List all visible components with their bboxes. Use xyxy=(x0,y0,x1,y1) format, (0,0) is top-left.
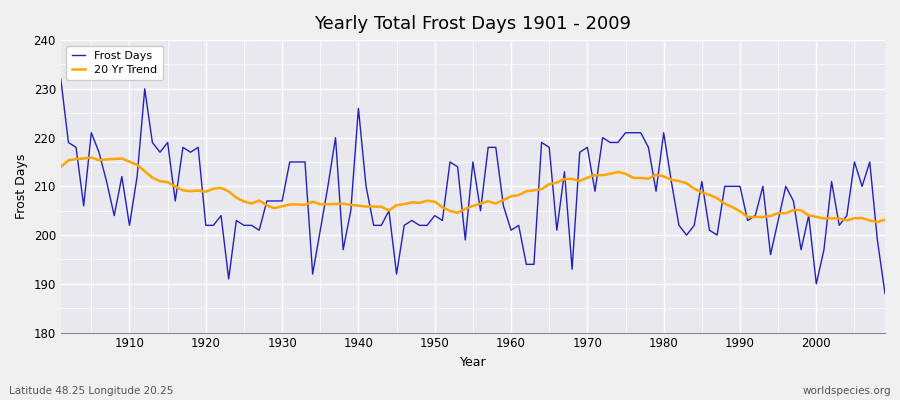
20 Yr Trend xyxy=(879,217,890,222)
20 Yr Trend xyxy=(605,172,616,176)
Frost Days xyxy=(506,228,517,233)
20 Yr Trend xyxy=(872,220,883,224)
Frost Days xyxy=(116,174,127,179)
20 Yr Trend xyxy=(513,193,524,198)
20 Yr Trend xyxy=(506,194,517,199)
Frost Days xyxy=(330,135,341,140)
Frost Days xyxy=(879,291,890,296)
Frost Days xyxy=(284,160,295,164)
X-axis label: Year: Year xyxy=(460,356,486,369)
Legend: Frost Days, 20 Yr Trend: Frost Days, 20 Yr Trend xyxy=(67,46,163,80)
Line: 20 Yr Trend: 20 Yr Trend xyxy=(61,158,885,222)
20 Yr Trend xyxy=(124,159,135,164)
Frost Days xyxy=(498,204,508,208)
20 Yr Trend xyxy=(338,201,348,206)
Frost Days xyxy=(598,135,608,140)
Text: Latitude 48.25 Longitude 20.25: Latitude 48.25 Longitude 20.25 xyxy=(9,386,174,396)
Title: Yearly Total Frost Days 1901 - 2009: Yearly Total Frost Days 1901 - 2009 xyxy=(314,15,632,33)
Y-axis label: Frost Days: Frost Days xyxy=(15,154,28,219)
Line: Frost Days: Frost Days xyxy=(61,79,885,294)
20 Yr Trend xyxy=(86,155,96,160)
Frost Days xyxy=(56,77,67,82)
Text: worldspecies.org: worldspecies.org xyxy=(803,386,891,396)
20 Yr Trend xyxy=(56,164,67,169)
20 Yr Trend xyxy=(292,202,302,207)
